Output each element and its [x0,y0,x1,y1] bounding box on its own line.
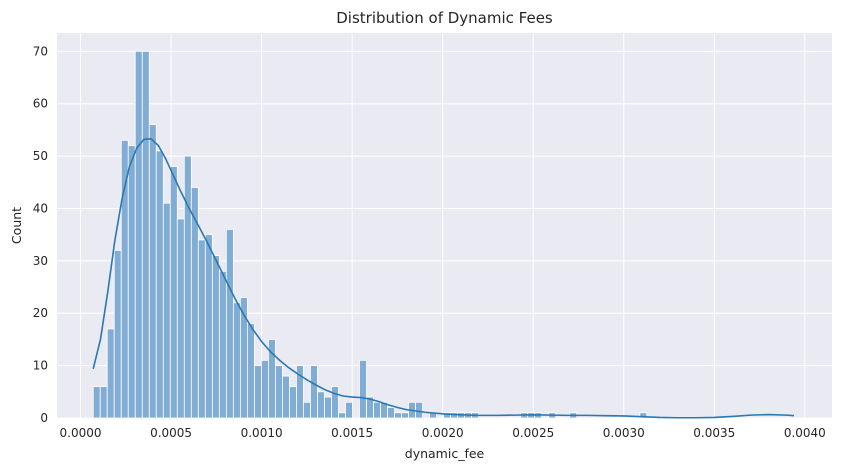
histogram-bar [169,166,178,419]
histogram-bar [331,386,339,419]
x-tick-label: 0.0015 [331,426,373,440]
histogram-bar [141,50,150,419]
x-tick-label: 0.0010 [241,426,283,440]
histogram-bar [303,401,311,419]
histogram-bar [345,401,353,419]
histogram-bar [162,202,171,419]
histogram-bar [218,270,227,419]
histogram-bars [92,50,648,419]
histogram-bar [232,302,241,419]
histogram-bar [155,150,164,419]
y-tick-label: 60 [33,97,48,111]
y-tick-label: 30 [33,254,48,268]
x-tick-label: 0.0035 [693,426,735,440]
histogram-bar [415,401,423,419]
histogram-bar [275,365,283,419]
histogram-bar [225,229,234,419]
x-axis-ticks: 0.0000 0.0005 0.0010 0.0015 0.0020 0.0025 0.00… [60,426,826,440]
x-tick-label: 0.0040 [784,426,826,440]
x-tick-label: 0.0020 [422,426,464,440]
histogram-bar [324,396,332,419]
histogram-bar [253,365,262,419]
histogram-bar [338,412,346,419]
histogram-bar [211,255,220,419]
histogram-bar [246,323,255,419]
y-tick-label: 70 [33,44,48,58]
histogram-bar [359,359,367,419]
histogram-bar [401,412,409,419]
histogram-bar [134,50,143,419]
x-tick-label: 0.0025 [512,426,554,440]
histogram-bar [387,407,395,419]
histogram-bar [260,359,269,419]
chart-title: Distribution of Dynamic Fees [336,9,553,27]
histogram-bar [289,386,297,419]
kde-curve [92,137,795,419]
y-tick-label: 10 [33,359,48,373]
y-axis-ticks: 0 10 20 30 40 50 60 70 [33,44,48,425]
y-tick-label: 40 [33,201,48,215]
y-tick-label: 50 [33,149,48,163]
y-tick-label: 20 [33,306,48,320]
histogram-bar [120,139,129,419]
histogram-bar [296,365,304,419]
x-axis-label: dynamic_fee [405,446,485,461]
histogram-bar [92,386,101,419]
histogram-bar [99,386,108,419]
histogram-bar [310,365,318,419]
histogram-bar [148,124,157,419]
x-tick-label: 0.0000 [60,426,102,440]
histogram-bar [197,239,206,419]
histogram-bar [282,375,290,419]
y-tick-label: 0 [40,411,48,425]
histogram-bar [127,145,136,419]
histogram-bar [639,412,648,419]
histogram-bar [183,155,192,419]
histogram-bar [106,328,115,419]
x-tick-label: 0.0005 [150,426,192,440]
x-tick-label: 0.0030 [603,426,645,440]
histogram-bar [113,249,122,419]
histogram-bar [373,401,381,419]
histogram-bar [176,218,185,419]
histogram-bar [317,391,325,419]
histogram-bar [394,412,402,419]
histogram-bar [204,234,213,419]
y-axis-label: Count [9,207,24,244]
